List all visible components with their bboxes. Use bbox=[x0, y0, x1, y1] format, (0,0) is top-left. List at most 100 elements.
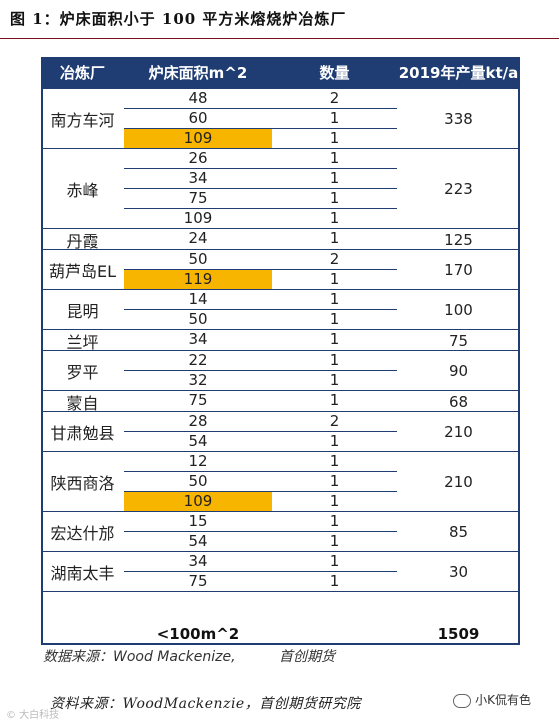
plant-group: 兰坪 75 34 1 bbox=[41, 330, 520, 352]
table-row: 119 1 bbox=[124, 270, 397, 290]
production-value: 170 bbox=[444, 261, 473, 279]
area-cell: 60 bbox=[188, 109, 208, 127]
area-cell: 34 bbox=[188, 552, 208, 570]
production-value: 30 bbox=[448, 563, 469, 581]
footer-source: 资料来源：WoodMackenzie，首创期货研究院 bbox=[50, 696, 361, 712]
group-divider bbox=[41, 328, 520, 330]
area-cell: 50 bbox=[188, 250, 208, 268]
plant-name: 甘肃勉县 bbox=[50, 424, 115, 443]
plant-group: 蒙自 68 75 1 bbox=[41, 391, 520, 413]
row-divider bbox=[124, 471, 397, 472]
figure-title: 图 1：炉床面积小于 100 平方米熔烧炉冶炼厂 bbox=[10, 10, 347, 28]
count-cell: 1 bbox=[329, 532, 340, 550]
count-cell: 2 bbox=[329, 412, 340, 430]
plant-group: 陕西商洛 210 12 1 50 1 109 1 bbox=[41, 452, 520, 512]
table-row: 109 1 bbox=[124, 129, 397, 149]
count-cell: 1 bbox=[329, 209, 340, 227]
table-row: 15 1 bbox=[124, 512, 397, 532]
plant-group: 赤峰 223 26 1 34 1 75 1 109 1 bbox=[41, 149, 520, 229]
area-cell: 24 bbox=[188, 229, 208, 247]
source-row: 数据来源：Wood Mackenize, 首创期货 bbox=[41, 645, 520, 670]
count-cell: 1 bbox=[329, 109, 340, 127]
table-row: 75 1 bbox=[124, 189, 397, 209]
group-divider bbox=[41, 389, 520, 391]
production-value: 125 bbox=[444, 230, 473, 249]
area-cell: 34 bbox=[188, 169, 208, 187]
table-row: 75 1 bbox=[124, 572, 397, 592]
total-row: <100m^2 1509 bbox=[41, 623, 520, 645]
total-value: 1509 bbox=[437, 625, 480, 643]
area-cell: 34 bbox=[188, 330, 208, 348]
plant-name: 丹霞 bbox=[66, 231, 99, 251]
group-divider bbox=[41, 550, 520, 552]
area-cell: 32 bbox=[188, 371, 208, 389]
area-cell: 12 bbox=[188, 452, 208, 470]
area-cell: 75 bbox=[188, 189, 208, 207]
group-divider bbox=[41, 410, 520, 412]
header-count: 数量 bbox=[319, 64, 350, 82]
count-cell: 1 bbox=[329, 129, 340, 147]
area-cell: 75 bbox=[188, 391, 208, 409]
plant-name: 蒙自 bbox=[66, 393, 99, 413]
area-cell: 119 bbox=[124, 270, 272, 289]
count-cell: 1 bbox=[329, 229, 340, 247]
area-cell: 54 bbox=[188, 432, 208, 450]
row-divider bbox=[124, 128, 397, 129]
table-row: 54 1 bbox=[124, 432, 397, 452]
brand-tag: 小K侃有色 bbox=[453, 691, 531, 708]
count-cell: 1 bbox=[329, 169, 340, 187]
plant-name: 宏达什邡 bbox=[50, 524, 115, 543]
plant-group: 罗平 90 22 1 32 1 bbox=[41, 351, 520, 391]
area-cell: 54 bbox=[188, 532, 208, 550]
table-row: 50 1 bbox=[124, 472, 397, 492]
group-divider bbox=[41, 227, 520, 229]
production-value: 100 bbox=[444, 301, 473, 319]
table-row: 24 1 bbox=[124, 229, 397, 249]
plant-group: 南方车河 338 48 2 60 1 109 1 bbox=[41, 89, 520, 149]
production-value: 210 bbox=[444, 423, 473, 441]
production-value: 75 bbox=[448, 331, 469, 350]
row-divider bbox=[124, 491, 397, 492]
plant-group: 甘肃勉县 210 28 2 54 1 bbox=[41, 412, 520, 452]
production-value: 223 bbox=[444, 180, 473, 198]
production-value: 85 bbox=[448, 523, 469, 541]
row-divider bbox=[124, 571, 397, 572]
count-cell: 1 bbox=[329, 371, 340, 389]
plant-name: 南方车河 bbox=[50, 111, 115, 130]
area-cell: 48 bbox=[188, 89, 208, 107]
count-cell: 1 bbox=[329, 149, 340, 167]
plant-name: 葫芦岛EL bbox=[48, 262, 117, 281]
count-cell: 1 bbox=[329, 330, 340, 348]
count-cell: 1 bbox=[329, 452, 340, 470]
plant-group: 宏达什邡 85 15 1 54 1 bbox=[41, 512, 520, 552]
chat-bubble-icon bbox=[453, 693, 472, 708]
plant-name: 昆明 bbox=[66, 302, 99, 321]
total-divider bbox=[41, 643, 520, 645]
production-value: 68 bbox=[448, 392, 469, 411]
group-divider bbox=[41, 450, 520, 452]
row-divider bbox=[124, 188, 397, 189]
count-cell: 1 bbox=[329, 391, 340, 409]
count-cell: 1 bbox=[329, 512, 340, 530]
count-cell: 1 bbox=[329, 189, 340, 207]
table-row: 75 1 bbox=[124, 391, 397, 411]
plant-name: 湖南太丰 bbox=[50, 564, 115, 583]
table-row: 54 1 bbox=[124, 532, 397, 552]
source-org: 首创期货 bbox=[279, 649, 335, 665]
production-value: 90 bbox=[448, 362, 469, 380]
header-production: 2019年产量kt/a bbox=[398, 64, 519, 82]
header-plant: 冶炼厂 bbox=[59, 64, 105, 82]
table-row: 50 1 bbox=[124, 310, 397, 330]
group-divider bbox=[41, 590, 520, 592]
plant-name: 兰坪 bbox=[66, 332, 99, 352]
count-cell: 1 bbox=[329, 492, 340, 510]
row-divider bbox=[124, 370, 397, 371]
brand-name: 小K侃有色 bbox=[475, 693, 531, 707]
table-row: 28 2 bbox=[124, 412, 397, 432]
table-border-right bbox=[518, 89, 520, 645]
production-value: 210 bbox=[444, 473, 473, 491]
plant-group: 丹霞 125 24 1 bbox=[41, 229, 520, 251]
table-row: 50 2 bbox=[124, 250, 397, 270]
count-cell: 1 bbox=[329, 432, 340, 450]
group-divider bbox=[41, 248, 520, 250]
